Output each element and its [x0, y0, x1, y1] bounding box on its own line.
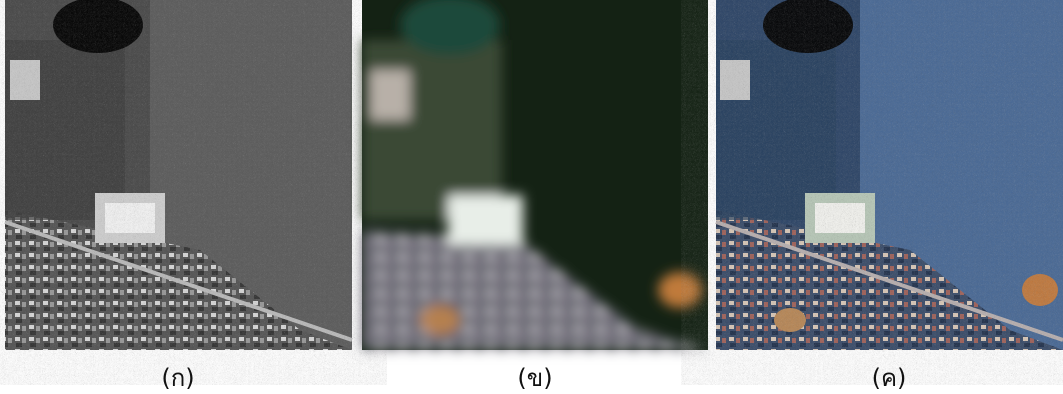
- panel-grayscale: [5, 0, 352, 350]
- caption: (ค): [872, 364, 907, 392]
- panel-fused: [716, 0, 1063, 350]
- caption: (ก): [161, 364, 194, 392]
- panel-lowres: [362, 0, 708, 350]
- caption: (ข): [517, 364, 552, 392]
- figure: (ก) (ข) (ค): [0, 0, 1063, 394]
